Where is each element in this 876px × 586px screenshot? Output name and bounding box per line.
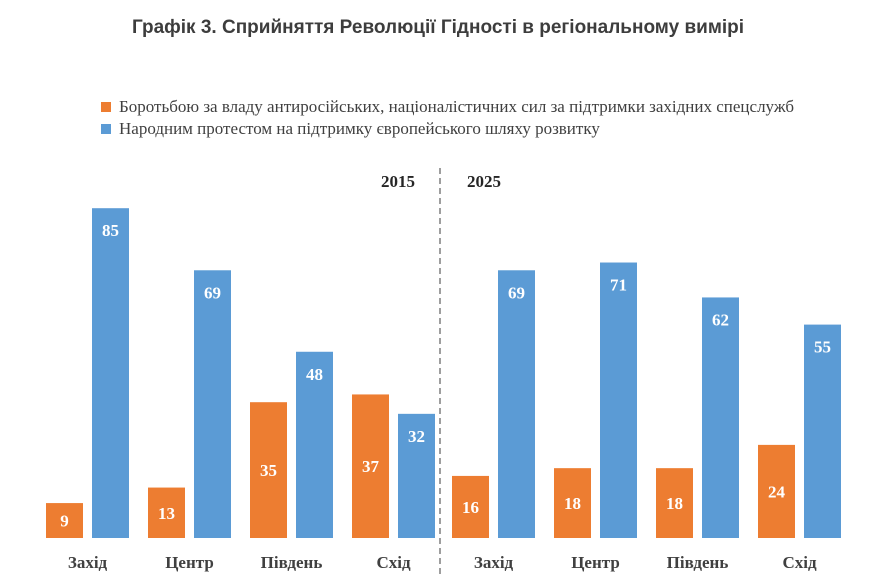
page-title: Графік 3. Сприйняття Революції Гідності … — [131, 17, 745, 38]
bar-2025-blue-3 — [804, 324, 841, 538]
legend-swatch-blue — [101, 124, 111, 134]
category-label-2015-0: Захід — [68, 553, 108, 572]
data-label-2015-orange-1: 13 — [158, 504, 175, 523]
bar-2015-orange-1 — [148, 487, 185, 538]
category-label-2015-2: Південь — [261, 553, 323, 572]
legend-item-orange: Боротьбою за владу антиросійських, націо… — [101, 96, 801, 118]
bar-2015-blue-3 — [398, 413, 435, 538]
legend-item-blue: Народним протестом на підтримку європейс… — [101, 118, 801, 140]
category-label-2025-2: Південь — [667, 553, 729, 572]
data-label-2025-blue-3: 55 — [814, 338, 831, 357]
panel-label-2025: 2025 — [467, 172, 501, 191]
data-label-2015-orange-0: 9 — [60, 512, 69, 531]
legend-swatch-orange — [101, 102, 111, 112]
bar-2025-blue-0 — [498, 270, 535, 538]
legend: Боротьбою за владу антиросійських, націо… — [101, 96, 801, 140]
panel-label-2015: 2015 — [381, 172, 415, 191]
bar-2015-blue-1 — [194, 270, 231, 538]
data-label-2015-blue-0: 85 — [102, 221, 119, 240]
bar-2025-blue-2 — [702, 297, 739, 538]
category-label-2025-0: Захід — [474, 553, 514, 572]
legend-label-orange: Боротьбою за владу антиросійських, націо… — [119, 97, 795, 116]
data-label-2015-orange-3: 37 — [362, 457, 380, 476]
bar-2015-orange-3 — [352, 394, 389, 538]
data-label-2025-orange-0: 16 — [462, 498, 479, 517]
bar-2025-blue-1 — [600, 262, 637, 538]
category-label-2015-3: Схід — [376, 553, 411, 572]
data-label-2015-blue-2: 48 — [306, 365, 323, 384]
category-label-2025-1: Центр — [571, 553, 620, 572]
data-label-2025-orange-2: 18 — [666, 494, 683, 513]
bar-2025-orange-1 — [554, 468, 591, 538]
bar-2025-orange-0 — [452, 475, 489, 538]
data-label-2025-orange-3: 24 — [768, 482, 786, 501]
bar-2015-orange-2 — [250, 402, 287, 538]
bar-2015-orange-0 — [46, 503, 83, 538]
data-label-2025-blue-2: 62 — [712, 310, 729, 329]
data-label-2015-blue-3: 32 — [408, 427, 425, 446]
category-label-2015-1: Центр — [165, 553, 214, 572]
legend-label-blue: Народним протестом на підтримку європейс… — [119, 119, 600, 138]
data-label-2025-orange-1: 18 — [564, 494, 581, 513]
data-label-2015-orange-2: 35 — [260, 461, 277, 480]
category-label-2025-3: Схід — [782, 553, 817, 572]
bar-2015-blue-2 — [296, 351, 333, 538]
data-label-2025-blue-1: 71 — [610, 276, 627, 295]
data-label-2025-blue-0: 69 — [508, 283, 525, 302]
bar-2015-blue-0 — [92, 208, 129, 538]
bar-2025-orange-2 — [656, 468, 693, 538]
bar-2025-orange-3 — [758, 444, 795, 538]
data-label-2015-blue-1: 69 — [204, 283, 221, 302]
